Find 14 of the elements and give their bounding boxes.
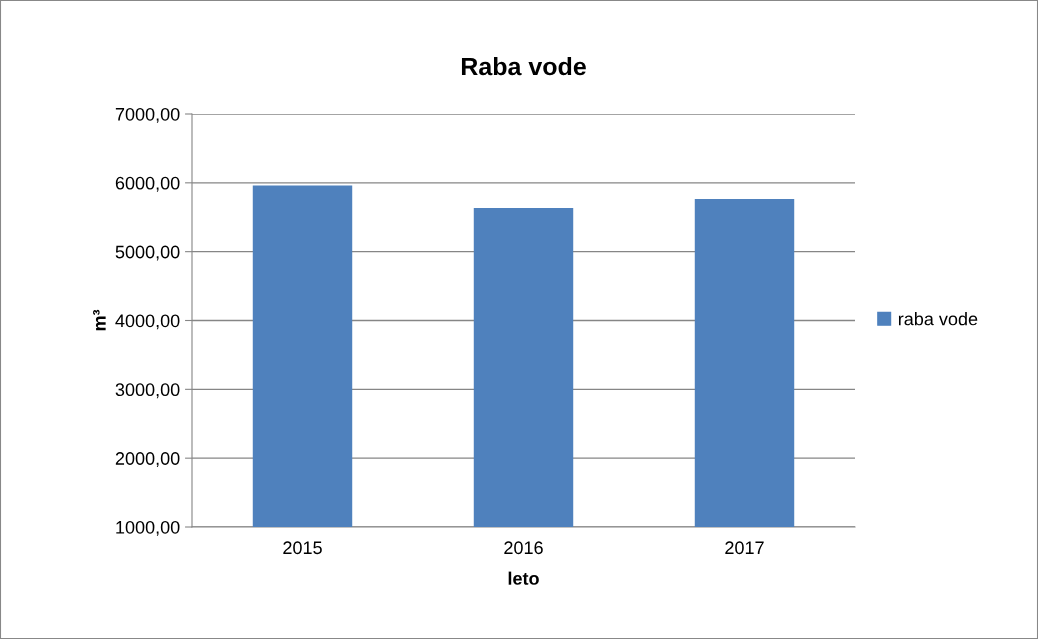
y-tick-label: 4000,00 <box>115 314 180 330</box>
y-tick-label: 2000,00 <box>115 452 180 468</box>
y-tick-label: 5000,00 <box>115 245 180 261</box>
y-axis-title: m³ <box>93 309 106 331</box>
legend-label: raba vode <box>898 312 978 326</box>
y-tick-label: 6000,00 <box>115 176 180 192</box>
y-tick-label: 7000,00 <box>115 107 180 123</box>
x-tick-label: 2017 <box>725 541 764 555</box>
x-axis-title: leto <box>508 571 539 585</box>
x-tick-label: 2015 <box>283 541 322 555</box>
chart-title: Raba vode <box>461 56 586 76</box>
y-tick-label: 1000,00 <box>116 520 180 536</box>
y-tick-label: 3000,00 <box>115 383 180 399</box>
x-tick-label: 2016 <box>504 541 543 555</box>
